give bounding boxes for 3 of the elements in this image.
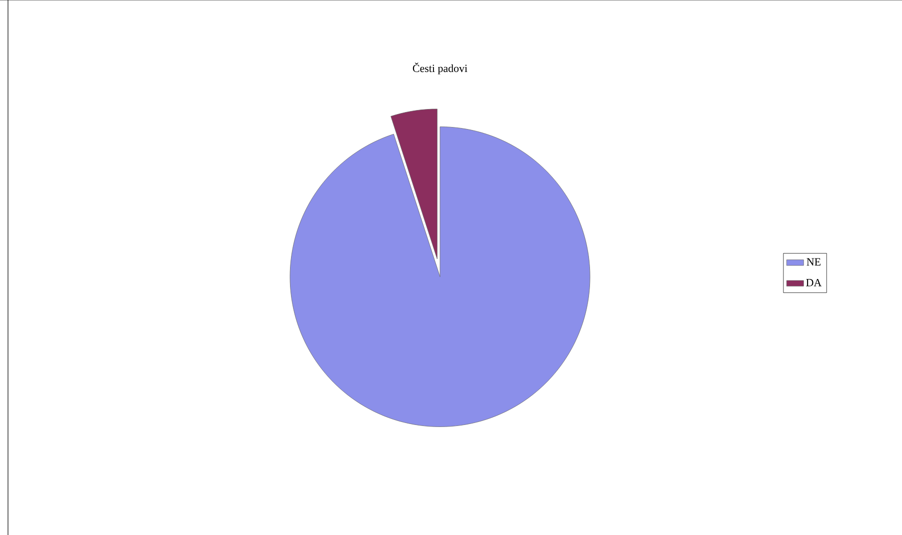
legend-label: DA — [806, 278, 822, 286]
chart-title: Česti padovi — [412, 62, 468, 74]
legend-label: NE — [806, 258, 820, 266]
